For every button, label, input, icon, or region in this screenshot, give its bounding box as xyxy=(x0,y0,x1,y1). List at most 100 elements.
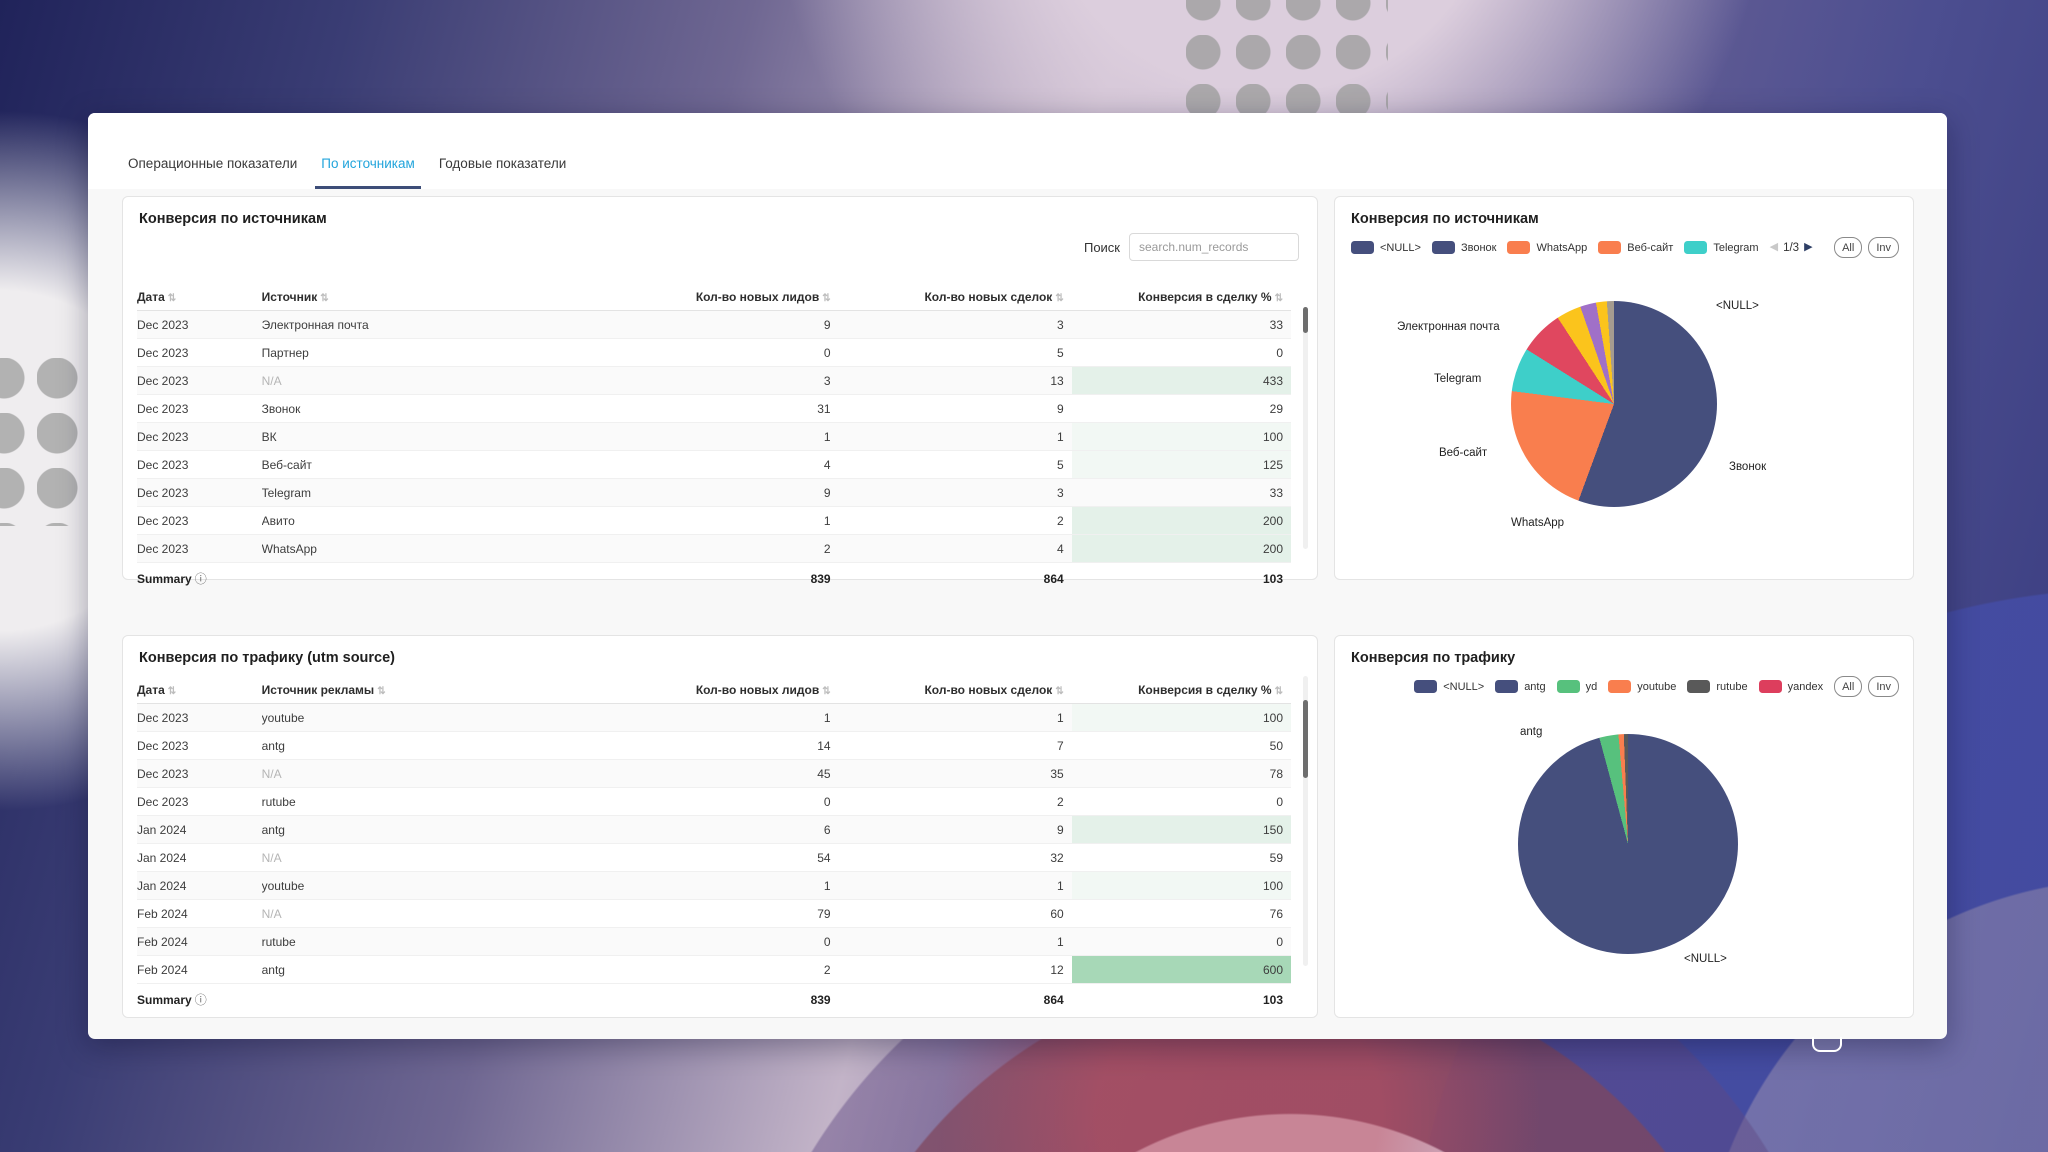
cell-source: antg xyxy=(261,731,548,760)
legend-item[interactable]: yandex xyxy=(1758,680,1824,693)
card-title: Конверсия по источникам xyxy=(139,211,327,227)
pager-prev-icon[interactable]: ◀ xyxy=(1769,241,1779,253)
cell-date: Feb 2024 xyxy=(137,927,262,956)
cell-leads: 0 xyxy=(547,338,839,367)
legend-item[interactable]: youtube xyxy=(1608,680,1676,693)
col-header-source[interactable]: Источник ⇅ xyxy=(261,285,548,311)
scrollbar-thumb[interactable] xyxy=(1303,700,1308,778)
table-scrollbar[interactable] xyxy=(1303,307,1308,549)
all-button[interactable]: All xyxy=(1834,237,1863,258)
table-row[interactable]: Dec 2023 rutube 0 2 0 xyxy=(137,787,1291,816)
table-row[interactable]: Dec 2023 N/A 45 35 78 xyxy=(137,759,1291,788)
table-row[interactable]: Dec 2023 antg 14 7 50 xyxy=(137,731,1291,760)
pie-label-null: <NULL> xyxy=(1684,953,1727,965)
cell-deals: 13 xyxy=(838,366,1072,395)
cell-leads: 1 xyxy=(547,422,839,451)
all-button[interactable]: All xyxy=(1834,676,1863,697)
cell-date: Dec 2023 xyxy=(137,759,262,788)
sources-table: Дата ⇅ Источник ⇅ Кол-во новых лидов ⇅ Кол-… xyxy=(137,285,1291,594)
cell-leads: 45 xyxy=(547,759,839,788)
table-scrollbar[interactable] xyxy=(1303,676,1308,966)
col-header-deals[interactable]: Кол-во новых сделок ⇅ xyxy=(838,285,1072,311)
cell-conversion: 59 xyxy=(1071,843,1291,872)
cell-source: rutube xyxy=(261,927,548,956)
cell-conversion: 29 xyxy=(1071,394,1291,423)
cell-leads: 4 xyxy=(547,450,839,479)
cell-deals: 1 xyxy=(838,422,1072,451)
table-row[interactable]: Dec 2023 Авито 1 2 200 xyxy=(137,506,1291,535)
col-header-leads[interactable]: Кол-во новых лидов ⇅ xyxy=(547,285,839,311)
search-input[interactable] xyxy=(1129,233,1299,261)
scrollbar-thumb[interactable] xyxy=(1303,307,1308,333)
legend-item[interactable]: Звонок xyxy=(1431,241,1496,254)
table-row[interactable]: Feb 2024 antg 2 12 600 xyxy=(137,955,1291,984)
summary-label: Summary ⓘ xyxy=(137,983,262,1015)
table-row[interactable]: Feb 2024 N/A 79 60 76 xyxy=(137,899,1291,928)
table-row[interactable]: Dec 2023 WhatsApp 2 4 200 xyxy=(137,534,1291,563)
legend-item[interactable]: yd xyxy=(1556,680,1597,693)
cell-date: Dec 2023 xyxy=(137,450,262,479)
inv-button[interactable]: Inv xyxy=(1868,237,1899,258)
cell-source: Авито xyxy=(261,506,548,535)
cell-conversion: 433 xyxy=(1071,366,1291,395)
cell-deals: 35 xyxy=(838,759,1072,788)
table-row[interactable]: Dec 2023 Веб-сайт 4 5 125 xyxy=(137,450,1291,479)
cell-deals: 2 xyxy=(838,787,1072,816)
table-row[interactable]: Dec 2023 youtube 1 1 100 xyxy=(137,703,1291,732)
col-header-deals[interactable]: Кол-во новых сделок ⇅ xyxy=(838,678,1072,704)
card-conversion-by-traffic-pie: Конверсия по трафику <NULL> antg yd youtube… xyxy=(1334,635,1914,1018)
legend-item[interactable]: <NULL> xyxy=(1351,241,1421,254)
legend-row: <NULL> antg yd youtube rutube yandex All Inv xyxy=(1351,676,1899,697)
cell-conversion: 76 xyxy=(1071,899,1291,928)
cell-date: Dec 2023 xyxy=(137,422,262,451)
table-row[interactable]: Dec 2023 Звонок 31 9 29 xyxy=(137,394,1291,423)
col-header-ad-source[interactable]: Источник рекламы ⇅ xyxy=(261,678,548,704)
cell-deals: 7 xyxy=(838,731,1072,760)
legend-item[interactable]: WhatsApp xyxy=(1507,241,1587,254)
table-row[interactable]: Jan 2024 youtube 1 1 100 xyxy=(137,871,1291,900)
card-conversion-by-traffic-table: Конверсия по трафику (utm source) Дата ⇅ … xyxy=(122,635,1318,1018)
info-icon[interactable]: ⓘ xyxy=(194,572,207,586)
cell-conversion: 33 xyxy=(1071,310,1291,339)
legend-swatch-icon xyxy=(1351,241,1374,254)
table-row[interactable]: Dec 2023 Электронная почта 9 3 33 xyxy=(137,310,1291,339)
legend-swatch-icon xyxy=(1556,680,1580,693)
legend-swatch-icon xyxy=(1495,680,1519,693)
tab-operational[interactable]: Операционные показатели xyxy=(128,155,298,171)
col-header-date[interactable]: Дата ⇅ xyxy=(137,285,262,311)
table-row[interactable]: Dec 2023 ВК 1 1 100 xyxy=(137,422,1291,451)
legend-label: yandex xyxy=(1787,680,1824,693)
col-header-conversion[interactable]: Конверсия в сделку % ⇅ xyxy=(1071,678,1291,704)
tab-by-sources[interactable]: По источникам xyxy=(309,137,427,189)
legend-item[interactable]: antg xyxy=(1495,680,1546,693)
cell-leads: 1 xyxy=(547,703,839,732)
col-header-conversion[interactable]: Конверсия в сделку % ⇅ xyxy=(1071,285,1291,311)
table-header-row: Дата ⇅ Источник рекламы ⇅ Кол-во новых лид… xyxy=(137,678,1291,704)
pager-next-icon[interactable]: ▶ xyxy=(1804,241,1813,253)
col-header-date[interactable]: Дата ⇅ xyxy=(137,678,262,704)
cell-deals: 9 xyxy=(838,394,1072,423)
sources-pie-chart[interactable] xyxy=(1511,301,1717,507)
table-row[interactable]: Dec 2023 Telegram 9 3 33 xyxy=(137,478,1291,507)
col-header-leads[interactable]: Кол-во новых лидов ⇅ xyxy=(547,678,839,704)
panel-bottom-handle[interactable] xyxy=(1812,1037,1842,1052)
table-row[interactable]: Jan 2024 N/A 54 32 59 xyxy=(137,843,1291,872)
card-title: Конверсия по трафику xyxy=(1351,650,1516,666)
table-row[interactable]: Dec 2023 Партнер 0 5 0 xyxy=(137,338,1291,367)
info-icon[interactable]: ⓘ xyxy=(194,993,207,1007)
tab-annual[interactable]: Годовые показатели xyxy=(438,155,567,171)
table-row[interactable]: Jan 2024 antg 6 9 150 xyxy=(137,815,1291,844)
table-row[interactable]: Dec 2023 N/A 3 13 433 xyxy=(137,366,1291,395)
inv-button[interactable]: Inv xyxy=(1868,676,1899,697)
cell-conversion: 200 xyxy=(1071,534,1291,563)
legend-pager: ◀ 1/3 ▶ xyxy=(1770,242,1813,254)
table-row[interactable]: Feb 2024 rutube 0 1 0 xyxy=(137,927,1291,956)
legend-item[interactable]: Telegram xyxy=(1684,241,1759,254)
pie-label-website: Веб-сайт xyxy=(1439,447,1488,459)
cell-leads: 6 xyxy=(547,815,839,844)
legend-item[interactable]: Веб-сайт xyxy=(1598,241,1673,254)
legend-item[interactable]: <NULL> xyxy=(1414,680,1484,693)
traffic-pie-chart[interactable] xyxy=(1518,734,1738,954)
sort-icon: ⇅ xyxy=(1055,293,1064,304)
legend-item[interactable]: rutube xyxy=(1687,680,1748,693)
